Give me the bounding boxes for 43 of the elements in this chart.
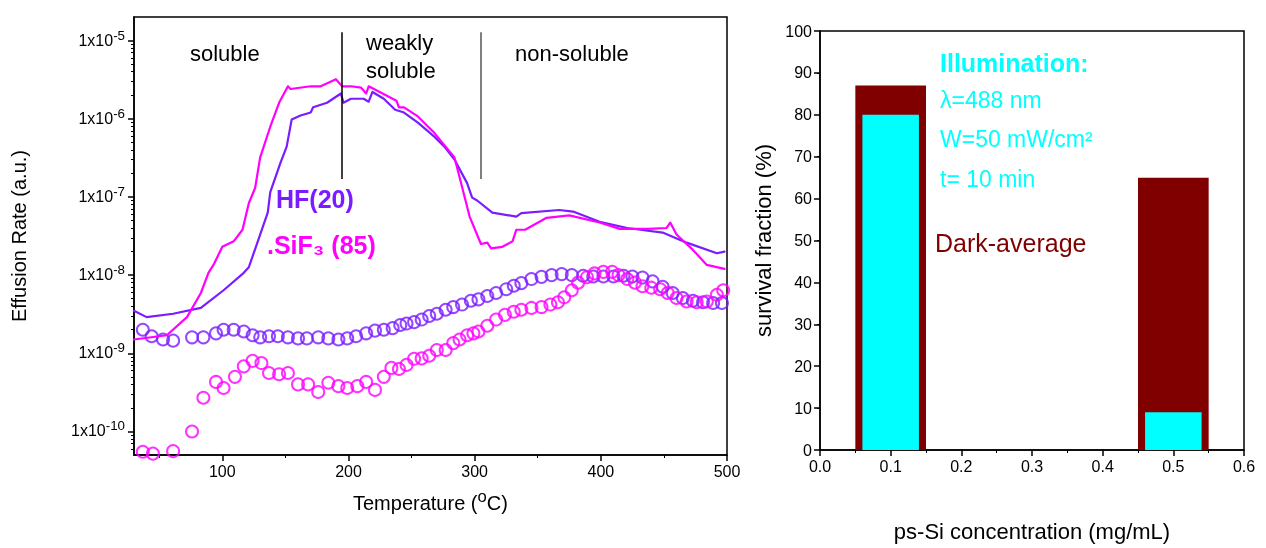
y-tick-label: 80 [794, 106, 813, 124]
x-tick-label: 0.2 [950, 457, 973, 475]
x-axis-title: ps-Si concentration (mg/mL) [893, 518, 1171, 544]
annotation: λ=488 nm [940, 86, 1042, 113]
series-label: .SiF₃ (85) [267, 230, 376, 259]
x-tick-label: 0.4 [1091, 457, 1114, 475]
y-tick-label: 90 [794, 64, 813, 82]
annotation: weakly soluble [365, 29, 440, 84]
y-tick-label: 1x10$^{-9}$ [78, 340, 125, 362]
series-label: Dark-average [935, 228, 1087, 257]
y-tick-label: 1x10$^{-10}$ [71, 418, 125, 440]
y-tick-label: 60 [794, 190, 813, 208]
y-axis-title: Effusion Rate (a.u.) [8, 150, 30, 322]
y-tick-label: 30 [794, 315, 813, 333]
y-tick-label: 50 [794, 232, 813, 249]
annotation: t= 10 min [940, 165, 1036, 192]
x-tick-label: 500 [713, 462, 741, 480]
y-tick-label: 1x10$^{-7}$ [78, 183, 125, 206]
series-label: Illumination: [940, 48, 1089, 77]
x-tick-label: 400 [587, 462, 615, 480]
x-tick-label: 200 [335, 462, 362, 480]
x-tick-label: 0.3 [1020, 457, 1044, 475]
x-tick-label: 300 [461, 462, 489, 480]
x-tick-label: 0.5 [1162, 457, 1185, 475]
x-tick-label: 0.6 [1232, 457, 1256, 475]
annotation: non-soluble [515, 40, 629, 66]
y-tick-label: 10 [794, 399, 813, 417]
x-tick-label: 100 [208, 462, 236, 480]
y-tick-label: 20 [794, 357, 813, 375]
x-axis-title: Temperature ($^{o}$C) [353, 487, 508, 514]
annotation: W=50 mW/cm² [940, 125, 1094, 152]
series-label: HF(20) [276, 184, 354, 213]
y-tick-label: 100 [785, 22, 813, 40]
x-tick-label: 0.0 [808, 457, 832, 475]
y-axis-title: survival fraction (%) [750, 143, 776, 338]
annotation: soluble [190, 40, 260, 66]
y-tick-label: 70 [794, 148, 813, 166]
y-tick-label: 1x10$^{-6}$ [78, 105, 125, 128]
y-tick-label: 0 [803, 441, 813, 459]
x-tick-label: 0.1 [879, 457, 902, 475]
y-tick-label: 40 [794, 273, 813, 291]
y-tick-label: 1x10$^{-5}$ [78, 27, 125, 49]
y-tick-label: 1x10$^{-8}$ [78, 262, 125, 284]
